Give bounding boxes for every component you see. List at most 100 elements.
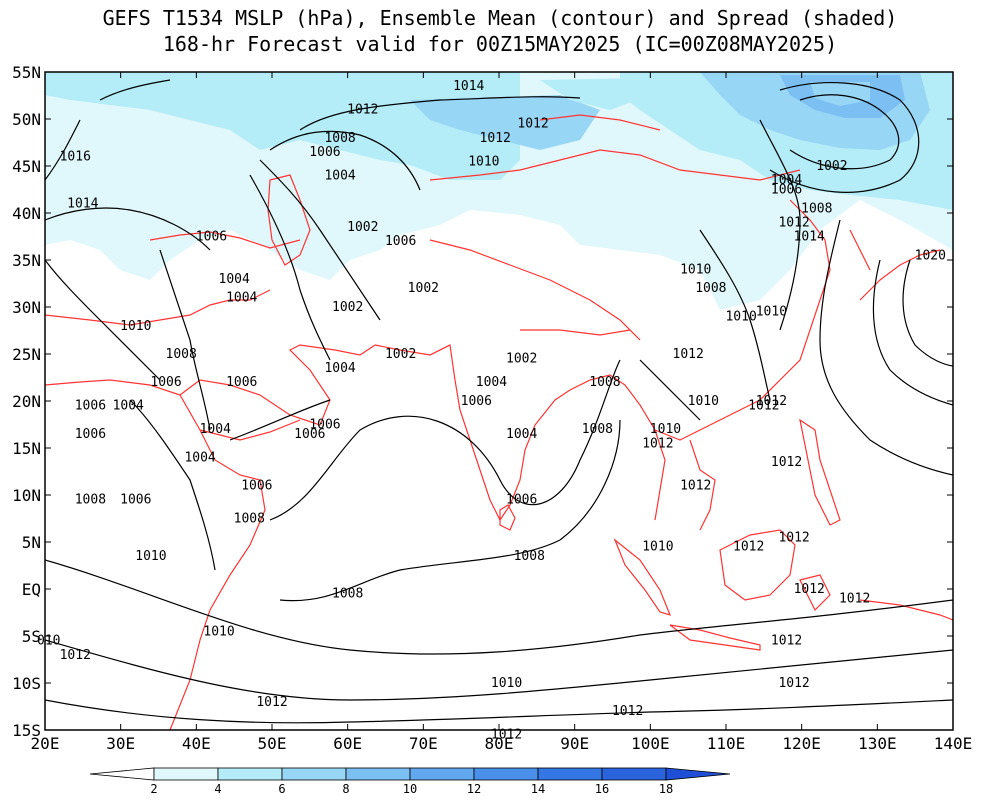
- contour-label: 1008: [75, 493, 106, 508]
- contour-label: 1004: [324, 361, 355, 376]
- colorbar-segment: [473, 767, 539, 781]
- contour-label: 1006: [75, 427, 106, 442]
- contour-label: 1010: [135, 549, 166, 564]
- longitude-axis: 20E 30E 40E 50E 60E 70E 80E 90E 100E 110E 120E 130E…: [31, 72, 973, 753]
- contour-label: 1012: [256, 695, 287, 710]
- colorbar-segment: [409, 767, 475, 781]
- contour-label: 1004: [506, 427, 537, 442]
- contour-label: 010: [37, 634, 60, 649]
- contour-label: 1008: [514, 549, 545, 564]
- contour-label: 1006: [461, 394, 492, 409]
- contour-label: 1012: [680, 479, 711, 494]
- lon-label: 130E: [858, 734, 897, 753]
- lat-label: 15S: [12, 721, 41, 740]
- latitude-axis: 55N 50N 45N 40N 35N 30N 25N 20N 15N 10N 5N EQ 5S 10S 1…: [12, 63, 953, 740]
- contour-label: 1004: [113, 399, 144, 414]
- contour-label: 1008: [589, 375, 620, 390]
- colorbar-label: 14: [531, 782, 545, 796]
- contour-label: 1008: [166, 347, 197, 362]
- contour-label: 1012: [60, 648, 91, 663]
- contour-label: 1004: [771, 173, 802, 188]
- lon-label: 40E: [182, 734, 211, 753]
- spread-colorbar: 2 4 6 8 10 12 14 16 18: [89, 767, 731, 796]
- contour-label: 1002: [506, 352, 537, 367]
- contour-label: 1016: [60, 150, 91, 165]
- contour-label: 1008: [695, 281, 726, 296]
- lat-label: 5N: [22, 533, 41, 552]
- contour-label: 1006: [241, 479, 272, 494]
- lon-label: 140E: [934, 734, 973, 753]
- contour-label: 1004: [184, 450, 215, 465]
- contour-label: 1014: [794, 230, 825, 245]
- contour-label: 1006: [226, 375, 257, 390]
- colorbar-label: 6: [278, 782, 285, 796]
- contour-label: 1012: [794, 582, 825, 597]
- contour-label: 1006: [506, 493, 537, 508]
- colorbar-label: 10: [403, 782, 417, 796]
- contour-label: 1012: [347, 103, 378, 118]
- map-title-line2: 168-hr Forecast valid for 00Z15MAY2025 (…: [162, 32, 838, 56]
- lat-label: 15N: [12, 439, 41, 458]
- lon-label: 20E: [31, 734, 60, 753]
- colorbar-segment: [601, 767, 667, 781]
- lat-label: 5S: [22, 627, 41, 646]
- colorbar-label: 12: [467, 782, 481, 796]
- contour-label: 1006: [385, 234, 416, 249]
- lat-label: 20N: [12, 392, 41, 411]
- contour-label: 1002: [347, 220, 378, 235]
- contour-label: 1014: [453, 79, 484, 94]
- contour-label: 1008: [801, 201, 832, 216]
- colorbar-segment: [217, 767, 283, 781]
- contour-label: 1004: [219, 272, 250, 287]
- lat-label: 10S: [12, 674, 41, 693]
- lat-label: 30N: [12, 298, 41, 317]
- contour-label: 1012: [517, 117, 548, 132]
- contour-label: 1012: [612, 704, 643, 719]
- lon-label: 80E: [485, 734, 514, 753]
- contour-label: 1012: [839, 591, 870, 606]
- contour-label: 1012: [778, 215, 809, 230]
- contour-label: 1014: [67, 197, 98, 212]
- lat-label: 35N: [12, 251, 41, 270]
- lat-label: 50N: [12, 110, 41, 129]
- contour-label: 1006: [771, 183, 802, 198]
- colorbar-segment: [89, 767, 155, 781]
- contour-label: 1012: [778, 530, 809, 545]
- contour-label: 1010: [468, 154, 499, 169]
- lat-label: 45N: [12, 157, 41, 176]
- contour-label: 1002: [332, 300, 363, 315]
- contour-label: 1002: [385, 347, 416, 362]
- contour-label: 1006: [120, 493, 151, 508]
- contour-label: 1008: [324, 131, 355, 146]
- mslp-contours: [45, 79, 953, 724]
- colorbar-segment: [665, 767, 731, 781]
- contour-label: 1008: [234, 512, 265, 527]
- lat-label: 10N: [12, 486, 41, 505]
- lon-label: 30E: [106, 734, 135, 753]
- contour-label: 1008: [332, 587, 363, 602]
- contour-label: 1006: [294, 427, 325, 442]
- colorbar-label: 4: [214, 782, 221, 796]
- lon-label: 60E: [333, 734, 362, 753]
- colorbar-segment: [281, 767, 347, 781]
- contour-label: 1012: [778, 676, 809, 691]
- lat-label: 25N: [12, 345, 41, 364]
- contour-label: 1008: [582, 422, 613, 437]
- contour-label: 1006: [309, 418, 340, 433]
- contour-label: 1010: [680, 262, 711, 277]
- contour-label: 1010: [120, 319, 151, 334]
- lon-label: 100E: [631, 734, 670, 753]
- contour-label: 1010: [756, 305, 787, 320]
- spread-shading: [45, 72, 953, 730]
- contour-label: 1012: [733, 540, 764, 555]
- lat-label: 40N: [12, 204, 41, 223]
- contour-label: 1010: [203, 624, 234, 639]
- contour-label: 1012: [491, 728, 522, 743]
- colorbar-label: 2: [150, 782, 157, 796]
- colorbar-label: 16: [595, 782, 609, 796]
- colorbar-segment: [537, 767, 603, 781]
- contour-label: 1012: [748, 399, 779, 414]
- contour-label: 1010: [688, 394, 719, 409]
- contour-label: 1012: [480, 131, 511, 146]
